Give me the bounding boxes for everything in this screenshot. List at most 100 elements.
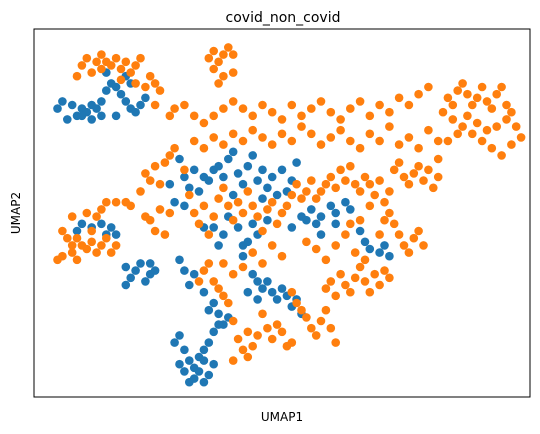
scatter-point bbox=[375, 100, 384, 110]
scatter-point bbox=[341, 176, 350, 185]
scatter-point bbox=[385, 187, 394, 196]
scatter-point bbox=[443, 136, 453, 146]
scatter-point bbox=[209, 327, 218, 337]
scatter-point bbox=[199, 356, 209, 365]
scatter-point bbox=[419, 176, 428, 185]
scatter-point bbox=[238, 208, 248, 218]
scatter-point bbox=[209, 212, 218, 221]
scatter-point bbox=[248, 111, 257, 121]
scatter-point bbox=[248, 151, 257, 160]
scatter-point bbox=[448, 100, 458, 110]
scatter-point bbox=[92, 104, 101, 113]
scatter-point bbox=[111, 230, 121, 239]
scatter-point bbox=[326, 323, 336, 333]
scatter-point bbox=[126, 273, 135, 283]
scatter-point bbox=[277, 251, 287, 261]
scatter-point bbox=[150, 226, 160, 236]
scatter-point bbox=[385, 107, 394, 117]
scatter-point bbox=[389, 219, 399, 229]
scatter-point bbox=[346, 287, 355, 297]
scatter-point bbox=[102, 197, 111, 207]
scatter-point bbox=[160, 230, 170, 239]
scatter-point bbox=[238, 136, 248, 146]
scatter-point bbox=[336, 269, 345, 279]
scatter-point bbox=[394, 230, 404, 239]
scatter-point bbox=[243, 237, 253, 247]
scatter-point bbox=[243, 352, 253, 362]
scatter-point bbox=[385, 122, 394, 131]
scatter-point bbox=[307, 176, 316, 185]
scatter-point bbox=[97, 97, 106, 106]
scatter-point bbox=[141, 277, 150, 286]
scatter-point bbox=[106, 61, 116, 70]
scatter-point bbox=[468, 100, 477, 110]
scatter-point bbox=[267, 107, 277, 117]
scatter-point bbox=[267, 241, 277, 250]
scatter-point bbox=[228, 97, 238, 106]
scatter-point bbox=[497, 151, 506, 160]
scatter-point bbox=[87, 115, 96, 124]
scatter-point bbox=[243, 161, 253, 171]
scatter-point bbox=[77, 219, 87, 229]
scatter-point bbox=[131, 61, 140, 70]
scatter-point bbox=[282, 201, 292, 211]
scatter-point bbox=[248, 201, 257, 211]
scatter-point bbox=[287, 287, 297, 297]
scatter-point bbox=[199, 266, 209, 275]
scatter-point bbox=[185, 356, 194, 365]
scatter-point bbox=[233, 169, 243, 178]
scatter-point bbox=[360, 277, 370, 286]
scatter-point bbox=[375, 230, 384, 239]
scatter-point bbox=[458, 79, 467, 88]
scatter-point bbox=[243, 187, 253, 196]
scatter-point bbox=[321, 255, 331, 265]
scatter-point bbox=[316, 212, 326, 221]
scatter-point bbox=[243, 287, 253, 297]
scatter-point bbox=[141, 82, 150, 92]
scatter-point bbox=[287, 100, 297, 110]
scatter-point bbox=[263, 183, 272, 193]
scatter-point bbox=[404, 100, 414, 110]
scatter-point bbox=[238, 104, 248, 113]
scatter-point bbox=[375, 136, 384, 146]
scatter-point bbox=[82, 244, 92, 254]
scatter-point bbox=[116, 89, 126, 99]
scatter-point bbox=[331, 183, 341, 193]
scatter-point bbox=[355, 262, 365, 272]
scatter-point bbox=[155, 205, 165, 214]
scatter-point bbox=[365, 287, 375, 297]
scatter-point bbox=[199, 143, 209, 153]
scatter-point bbox=[116, 64, 126, 74]
scatter-point bbox=[326, 133, 336, 142]
scatter-point bbox=[331, 241, 341, 250]
scatter-point bbox=[145, 71, 155, 81]
scatter-point bbox=[424, 125, 433, 135]
scatter-point bbox=[102, 233, 111, 243]
scatter-point bbox=[67, 248, 77, 257]
scatter-point bbox=[307, 129, 316, 139]
scatter-point bbox=[253, 176, 262, 185]
scatter-point bbox=[180, 345, 189, 355]
scatter-point bbox=[131, 107, 140, 117]
scatter-point bbox=[111, 53, 121, 63]
scatter-point bbox=[243, 327, 253, 337]
scatter-point bbox=[258, 100, 267, 110]
scatter-point bbox=[350, 248, 360, 257]
scatter-point bbox=[72, 233, 82, 243]
scatter-point bbox=[360, 255, 370, 265]
scatter-point bbox=[326, 107, 336, 117]
scatter-point bbox=[121, 97, 131, 106]
scatter-point bbox=[136, 187, 145, 196]
scatter-point bbox=[385, 208, 394, 218]
scatter-point bbox=[277, 115, 287, 124]
scatter-point bbox=[350, 179, 360, 189]
scatter-point bbox=[355, 215, 365, 225]
scatter-point bbox=[350, 273, 360, 283]
scatter-point bbox=[185, 280, 194, 290]
scatter-point bbox=[180, 201, 189, 211]
scatter-point bbox=[175, 331, 184, 340]
scatter-point bbox=[185, 183, 194, 193]
scatter-point bbox=[516, 133, 526, 142]
scatter-point bbox=[92, 212, 101, 221]
scatter-point bbox=[82, 208, 92, 218]
